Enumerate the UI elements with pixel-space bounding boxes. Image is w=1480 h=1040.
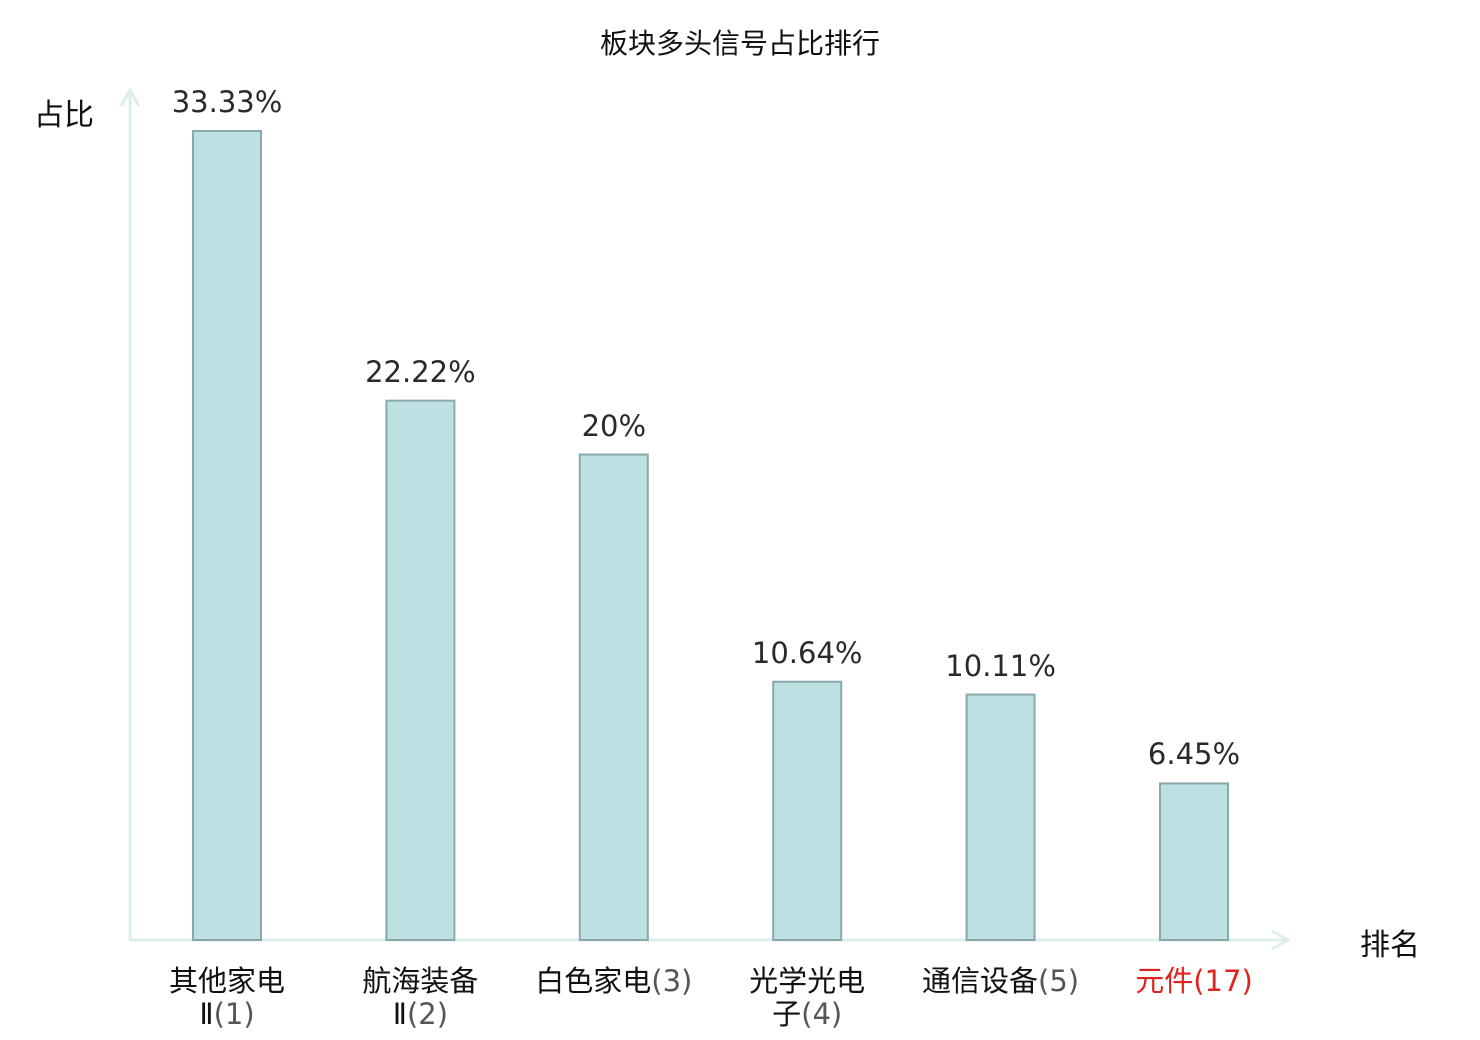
bar [965,693,1036,942]
bar-value-label: 10.11% [945,648,1056,683]
category-rank: (17) [1193,964,1253,998]
bar [578,453,649,941]
category-name-continued: Ⅱ [199,997,214,1031]
category-name: 通信设备 [922,964,1039,998]
category-rank: (2) [406,997,449,1031]
bar [1159,782,1229,942]
bar [772,680,843,942]
category-name-continued: 子 [772,997,802,1031]
category-name: 白色家电 [535,964,652,998]
bar-value-label: 20% [581,408,647,443]
y-axis-arrow [119,86,141,107]
y-axis-label: 占比 [34,98,94,133]
category-label: 通信设备(5) [906,965,1096,998]
bar-value-label: 33.33% [171,85,283,119]
category-label: 元件(17) [1099,965,1289,998]
category-rank: (5) [1038,964,1080,998]
category-name-continued: Ⅱ [392,997,407,1031]
bar-value-label: 10.64% [751,635,863,670]
chart-title: 板块多头信号占比排行 [599,27,880,60]
category-name: 航海装备 [362,964,479,998]
category-name: 光学光电 [749,964,866,998]
bar [192,130,262,941]
category-name: 元件 [1135,964,1194,998]
category-rank: (3) [651,964,693,998]
category-label: 光学光电 子(4) [712,965,902,1031]
bar [385,399,456,941]
bar-value-label: 6.45% [1147,737,1241,772]
x-axis-arrow [1271,929,1292,951]
category-rank: (4) [801,997,843,1031]
bar-value-label: 22.22% [365,354,476,389]
category-rank: (1) [213,997,255,1031]
category-label: 其他家电 Ⅱ(1) [132,965,322,1031]
x-axis-label: 排名 [1360,928,1420,963]
category-label: 航海装备 Ⅱ(2) [325,965,515,1031]
category-label: 白色家电(3) [519,965,709,998]
category-name: 其他家电 [168,964,285,998]
